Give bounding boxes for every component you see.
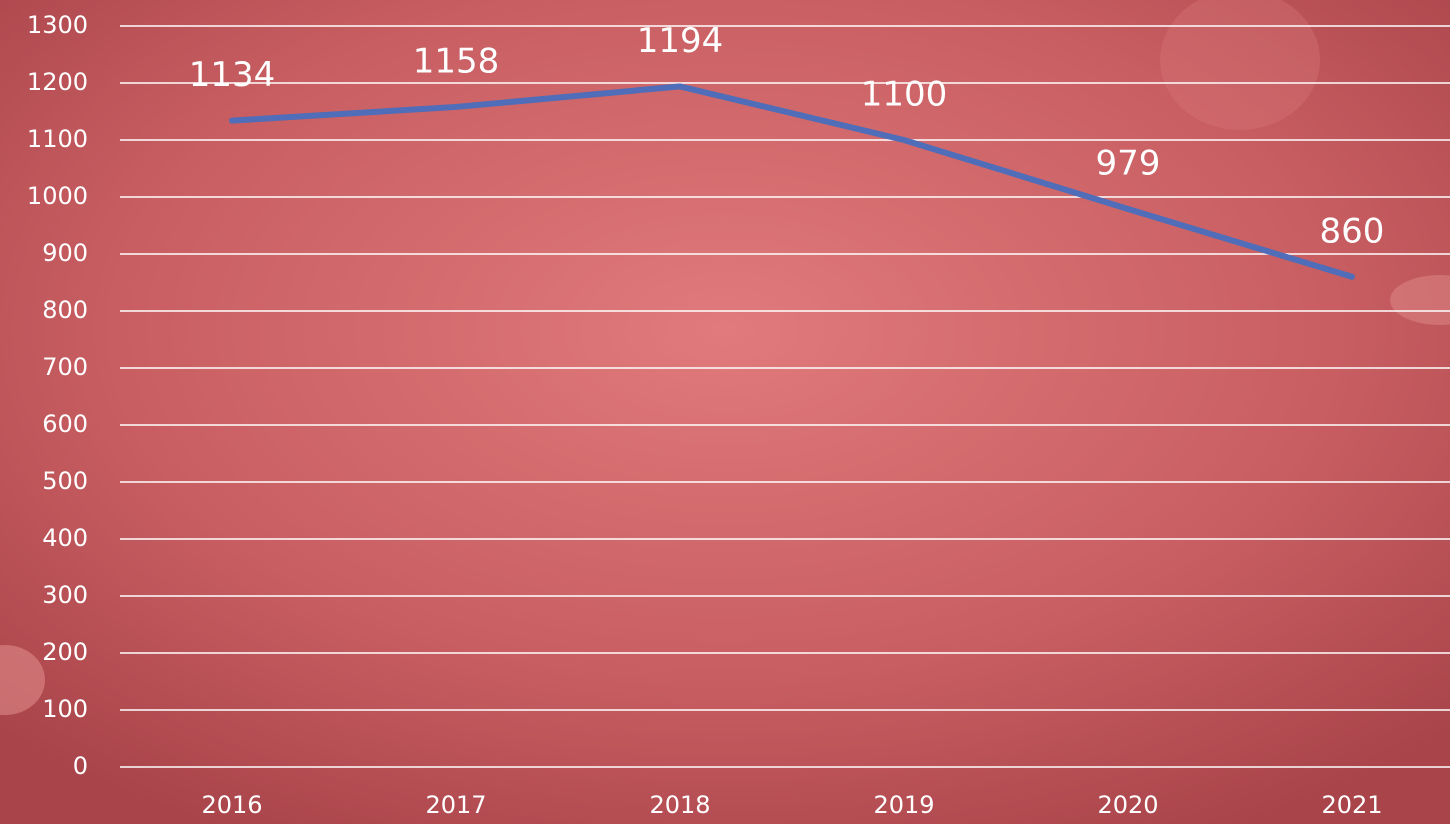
- y-tick-label: 1300: [27, 11, 88, 39]
- y-tick-label: 700: [42, 353, 88, 381]
- x-tick-label: 2016: [201, 791, 262, 819]
- data-label: 1194: [637, 21, 724, 61]
- x-tick-label: 2017: [425, 791, 486, 819]
- y-tick-label: 900: [42, 239, 88, 267]
- y-tick-label: 300: [42, 581, 88, 609]
- y-tick-label: 1000: [27, 182, 88, 210]
- chart: 0 100 200 300 400 500 600 700 800 900 1000 1100 1200…: [0, 0, 1450, 824]
- x-tick-label: 2019: [873, 791, 934, 819]
- x-tick-label: 2021: [1321, 791, 1382, 819]
- data-label: 1100: [861, 75, 948, 115]
- page: {"chart_data": {"type": "line", "categor…: [0, 0, 1450, 824]
- y-tick-label: 200: [42, 638, 88, 666]
- y-tick-label: 0: [73, 752, 88, 780]
- y-tick-label: 1100: [27, 125, 88, 153]
- data-label: 860: [1320, 211, 1385, 251]
- y-tick-label: 1200: [27, 68, 88, 96]
- y-tick-label: 400: [42, 524, 88, 552]
- x-tick-label: 2020: [1097, 791, 1158, 819]
- y-tick-label: 800: [42, 296, 88, 324]
- data-label: 1158: [413, 41, 500, 81]
- data-label: 1134: [189, 55, 276, 95]
- y-tick-label: 600: [42, 410, 88, 438]
- y-tick-label: 100: [42, 695, 88, 723]
- y-tick-label: 500: [42, 467, 88, 495]
- data-label: 979: [1096, 143, 1161, 183]
- x-tick-label: 2018: [649, 791, 710, 819]
